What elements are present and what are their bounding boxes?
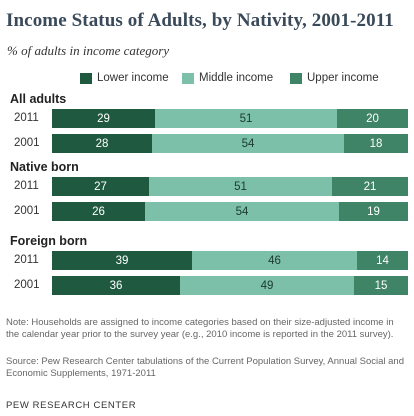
legend-item-middle: Middle income [182,70,273,86]
lower-income-segment: 36 [52,276,180,295]
lower-income-segment: 39 [52,251,192,270]
year-label: 2001 [14,205,40,217]
bar-row: 29 51 20 [52,109,408,128]
chart-source: Source: Pew Research Center tabulations … [6,356,405,379]
year-label: 2011 [14,112,39,124]
legend-swatch-upper [290,72,302,84]
bar-row: 28 54 18 [52,134,408,153]
legend-item-lower: Lower income [80,70,169,86]
middle-income-segment: 51 [149,177,332,196]
middle-income-segment: 49 [180,276,354,295]
lower-income-segment: 26 [52,202,145,221]
group-label: Foreign born [10,234,88,248]
year-label: 2001 [14,279,40,291]
legend-label-middle: Middle income [199,72,274,84]
middle-income-segment: 54 [152,134,344,153]
upper-income-segment: 18 [344,134,408,153]
bar-row: 36 49 15 [52,276,408,295]
legend-label-lower: Lower income [97,72,169,84]
legend-swatch-lower [80,72,92,84]
lower-income-segment: 28 [52,134,152,153]
chart-credit: PEW RESEARCH CENTER [6,400,137,411]
upper-income-segment: 15 [354,276,408,295]
legend-item-upper: Upper income [290,70,379,86]
upper-income-segment: 21 [332,177,408,196]
middle-income-segment: 46 [192,251,357,270]
group-label: Native born [10,160,79,174]
lower-income-segment: 27 [52,177,149,196]
bar-row: 27 51 21 [52,177,408,196]
bar-row: 39 46 14 [52,251,408,270]
chart-title: Income Status of Adults, by Nativity, 20… [6,10,394,31]
chart-subtitle: % of adults in income category [7,43,170,58]
year-label: 2011 [14,180,39,192]
legend: Lower income Middle income Upper income [0,70,414,88]
bar-row: 26 54 19 [52,202,408,221]
year-label: 2001 [14,137,40,149]
upper-income-segment: 19 [339,202,408,221]
chart-note: Note: Households are assigned to income … [6,317,394,340]
legend-swatch-middle [182,72,194,84]
middle-income-segment: 54 [145,202,339,221]
upper-income-segment: 14 [357,251,408,270]
group-label: All adults [10,92,67,106]
legend-label-upper: Upper income [307,72,379,84]
lower-income-segment: 29 [52,109,155,128]
middle-income-segment: 51 [155,109,337,128]
upper-income-segment: 20 [337,109,408,128]
year-label: 2011 [14,254,39,266]
